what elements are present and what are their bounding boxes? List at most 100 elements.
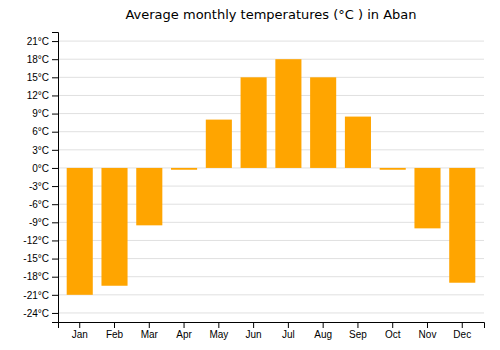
x-tick-label: Apr bbox=[176, 329, 192, 340]
y-tick-label: 15°C bbox=[27, 72, 49, 83]
y-tick-mark bbox=[52, 59, 58, 60]
y-tick-mark bbox=[52, 277, 58, 278]
x-tick-mark bbox=[184, 322, 185, 328]
x-tick-label: Dec bbox=[453, 329, 471, 340]
y-tick-label: -24°C bbox=[23, 308, 49, 319]
plot: -24°C-21°C-18°C-15°C-12°C-9°C-6°C-3°C0°C… bbox=[23, 33, 484, 341]
grid-line bbox=[58, 294, 484, 295]
y-tick: 3°C bbox=[32, 145, 58, 156]
bar bbox=[206, 120, 232, 168]
grid-line bbox=[58, 312, 484, 313]
x-tick-label: Oct bbox=[385, 329, 401, 340]
y-tick-label: 9°C bbox=[32, 108, 49, 119]
y-tick: -3°C bbox=[29, 181, 58, 192]
title: Average monthly temperatures (°C ) in Ab… bbox=[125, 7, 416, 22]
bar bbox=[380, 168, 406, 170]
x-tick-mark bbox=[357, 322, 358, 328]
y-tick-mark bbox=[52, 186, 58, 187]
y-tick-label: -21°C bbox=[23, 290, 49, 301]
y-tick-mark bbox=[52, 150, 58, 151]
y-tick: 12°C bbox=[27, 90, 58, 101]
y-tick-label: 6°C bbox=[32, 126, 49, 137]
grid-line bbox=[58, 131, 484, 132]
x-tick: Nov bbox=[419, 322, 437, 340]
bar bbox=[310, 77, 336, 168]
x-tick: Aug bbox=[314, 322, 332, 340]
y-tick-label: -18°C bbox=[23, 271, 49, 282]
y-tick-label: 3°C bbox=[32, 145, 49, 156]
x-tick-label: Feb bbox=[106, 329, 124, 340]
y-tick-mark bbox=[52, 114, 58, 115]
x-tick-mark bbox=[114, 322, 115, 328]
x-tick: Dec bbox=[453, 322, 471, 340]
y-tick-mark bbox=[52, 77, 58, 78]
bar bbox=[171, 168, 197, 170]
grid bbox=[58, 41, 484, 313]
x-tick: Jun bbox=[246, 322, 262, 340]
x-tick-mark bbox=[253, 322, 254, 328]
y-tick: -15°C bbox=[23, 253, 58, 264]
x-tick-label: Jun bbox=[246, 329, 262, 340]
y-axis-line bbox=[52, 33, 59, 323]
y-tick-mark bbox=[52, 41, 58, 42]
y-tick-label: 18°C bbox=[27, 54, 49, 65]
y-tick: -9°C bbox=[29, 217, 58, 228]
grid-line bbox=[58, 95, 484, 96]
x-axis-line bbox=[59, 323, 485, 329]
bar bbox=[275, 59, 301, 168]
chart: -24°C-21°C-18°C-15°C-12°C-9°C-6°C-3°C0°C… bbox=[0, 0, 500, 350]
y-tick-mark bbox=[52, 313, 58, 314]
y-tick: 9°C bbox=[32, 108, 58, 119]
y-tick-mark bbox=[52, 259, 58, 260]
x-tick-label: Jul bbox=[282, 329, 295, 340]
x-tick-mark bbox=[462, 322, 463, 328]
y-tick-label: -6°C bbox=[29, 199, 49, 210]
y-tick-label: -3°C bbox=[29, 181, 49, 192]
bar bbox=[136, 168, 162, 225]
y-tick-mark bbox=[52, 132, 58, 133]
grid-line bbox=[58, 41, 484, 42]
bar bbox=[449, 168, 475, 283]
x-tick: Sep bbox=[349, 322, 367, 340]
grid-line bbox=[58, 149, 484, 150]
y-tick: -18°C bbox=[23, 271, 58, 282]
x-axis: Jan Feb Mar Apr May Jun Jul Aug Sep Oct Nov Dec bbox=[59, 322, 485, 340]
x-tick-label: May bbox=[209, 329, 228, 340]
x-tick-mark bbox=[218, 322, 219, 328]
x-tick-mark bbox=[149, 322, 150, 328]
y-tick-mark bbox=[52, 240, 58, 241]
x-tick: Oct bbox=[385, 322, 401, 340]
x-tick-mark bbox=[323, 322, 324, 328]
x-tick: Mar bbox=[141, 322, 159, 340]
x-tick: Apr bbox=[176, 322, 192, 340]
y-tick: 6°C bbox=[32, 126, 58, 137]
y-tick-label: -15°C bbox=[23, 253, 49, 264]
bar bbox=[101, 168, 127, 286]
bar bbox=[241, 77, 267, 168]
bar bbox=[67, 168, 93, 295]
y-tick-mark bbox=[52, 222, 58, 223]
x-tick: May bbox=[209, 322, 228, 340]
x-tick-mark bbox=[427, 322, 428, 328]
y-tick-label: -9°C bbox=[29, 217, 49, 228]
x-tick-mark bbox=[288, 322, 289, 328]
x-tick: Jul bbox=[282, 322, 295, 340]
y-tick: -6°C bbox=[29, 199, 58, 210]
y-tick-label: 21°C bbox=[27, 36, 49, 47]
y-tick: -21°C bbox=[23, 290, 58, 301]
y-axis: -24°C-21°C-18°C-15°C-12°C-9°C-6°C-3°C0°C… bbox=[23, 33, 58, 323]
grid-line bbox=[58, 113, 484, 114]
y-tick: 21°C bbox=[27, 36, 58, 47]
x-tick-label: Aug bbox=[314, 329, 332, 340]
x-tick: Jan bbox=[72, 322, 88, 340]
y-tick-mark bbox=[52, 295, 58, 296]
y-tick-label: -12°C bbox=[23, 235, 49, 246]
bars bbox=[67, 59, 476, 295]
y-tick: -24°C bbox=[23, 308, 58, 319]
x-tick-mark bbox=[392, 322, 393, 328]
y-tick-label: 12°C bbox=[27, 90, 49, 101]
y-tick: -12°C bbox=[23, 235, 58, 246]
x-tick-mark bbox=[79, 322, 80, 328]
bar bbox=[414, 168, 440, 228]
x-tick-label: Jan bbox=[72, 329, 88, 340]
